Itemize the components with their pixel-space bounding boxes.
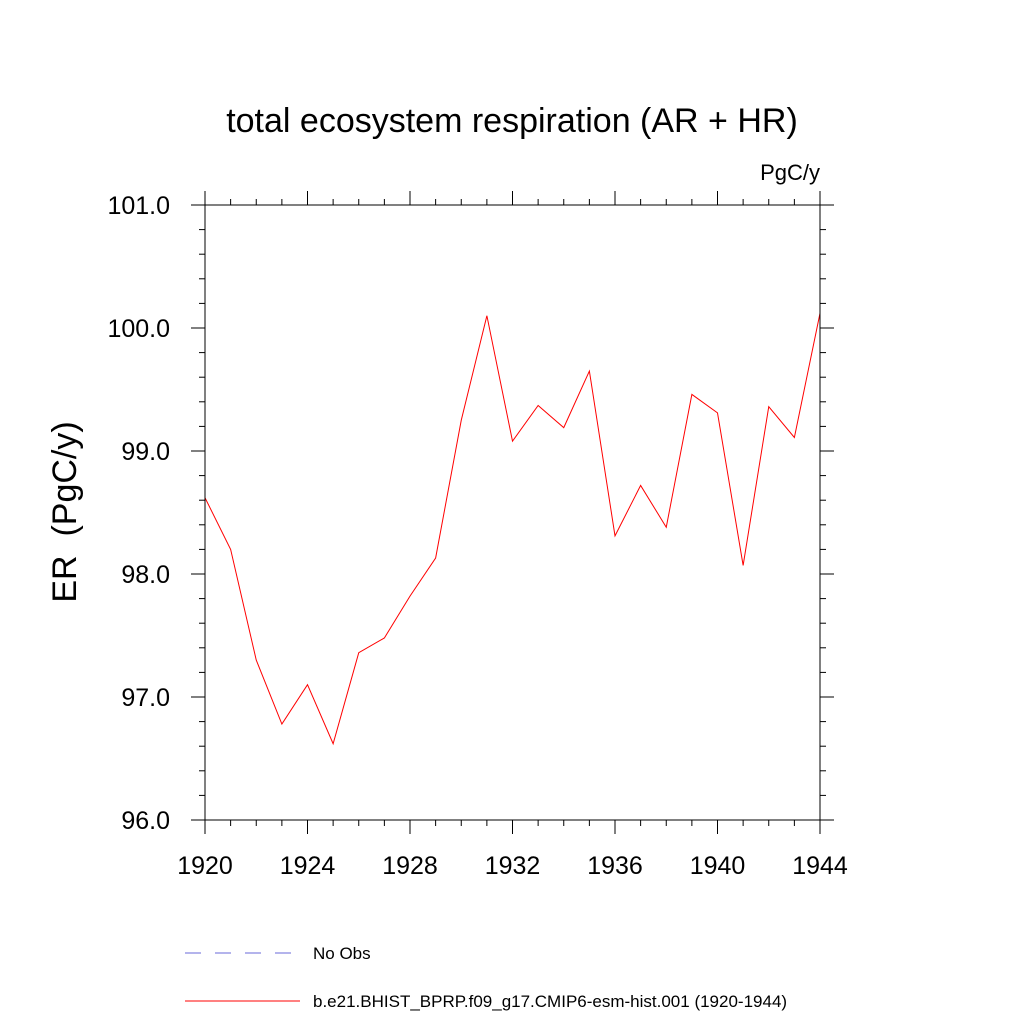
y-tick-labels: 96.0 97.0 98.0 99.0 100.0 101.0 [107, 192, 170, 835]
y-tick-label: 99.0 [121, 438, 170, 466]
y-axis-label: ER (PgC/y) [46, 421, 84, 602]
y-tick-label: 97.0 [121, 684, 170, 712]
x-tick-label: 1940 [690, 852, 746, 880]
chart-title: total ecosystem respiration (AR + HR) [226, 102, 798, 140]
minor-ticks [199, 199, 826, 826]
y-tick-label: 98.0 [121, 561, 170, 589]
legend-label-model: b.e21.BHIST_BPRP.f09_g17.CMIP6-esm-hist.… [313, 992, 787, 1011]
y-tick-label: 100.0 [107, 315, 170, 343]
units-label: PgC/y [760, 160, 820, 185]
major-ticks [191, 191, 834, 834]
y-tick-label: 96.0 [121, 807, 170, 835]
x-tick-label: 1920 [177, 852, 233, 880]
x-tick-label: 1936 [587, 852, 643, 880]
series-line [204, 313, 821, 746]
y-tick-label: 101.0 [107, 192, 170, 220]
series-layer [204, 313, 821, 746]
x-tick-label: 1928 [382, 852, 438, 880]
legend: No Obs b.e21.BHIST_BPRP.f09_g17.CMIP6-es… [185, 944, 787, 1011]
x-tick-label: 1932 [485, 852, 541, 880]
x-tick-labels: 1920 1924 1928 1932 1936 1940 1944 [177, 852, 848, 880]
legend-label-no-obs: No Obs [313, 944, 371, 963]
x-tick-label: 1924 [280, 852, 336, 880]
x-tick-label: 1944 [792, 852, 848, 880]
plot-frame [204, 204, 821, 821]
